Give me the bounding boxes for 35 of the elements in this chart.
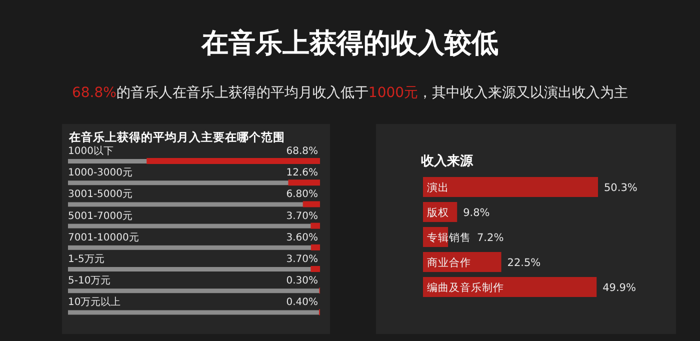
data-label: 12.6% bbox=[286, 168, 318, 179]
data-label: 3.70% bbox=[286, 254, 318, 265]
data-label: 7.2% bbox=[477, 232, 504, 244]
y-tick-label: 10万元以上 bbox=[68, 296, 121, 308]
y-tick-label: 1000以下 bbox=[68, 145, 114, 157]
y-tick-label: 3001-5000元 bbox=[68, 189, 133, 200]
chart-title: 在音乐上获得的平均月入主要在哪个范围 bbox=[68, 130, 285, 144]
y-tick-label: 版权 bbox=[427, 207, 449, 219]
data-label: 3.60% bbox=[286, 232, 318, 244]
y-tick-label: 5001-7000元 bbox=[68, 210, 133, 222]
bar bbox=[288, 180, 320, 186]
bar bbox=[302, 201, 320, 208]
data-label: 50.3% bbox=[604, 182, 638, 194]
data-label: 9.8% bbox=[463, 207, 490, 219]
y-tick-label: 7001-10000元 bbox=[68, 232, 139, 244]
bar bbox=[310, 222, 320, 229]
data-label: 49.9% bbox=[602, 282, 636, 294]
text: 在音乐上获得的收入较低 bbox=[200, 28, 498, 59]
data-label: 68.8% bbox=[286, 146, 318, 157]
chart-title: 收入来源 bbox=[421, 153, 474, 169]
data-label: 0.30% bbox=[286, 276, 318, 287]
y-tick-label: 商业合作 bbox=[427, 256, 471, 269]
bar bbox=[423, 177, 598, 197]
y-tick-label: 演出 bbox=[427, 181, 449, 194]
y-tick-label: 1000-3000元 bbox=[68, 168, 133, 179]
y-tick-label: 编曲及音乐制作 bbox=[427, 281, 504, 294]
data-label: 6.80% bbox=[286, 189, 318, 200]
bar bbox=[310, 244, 320, 250]
data-label: 22.5% bbox=[507, 257, 541, 269]
y-tick-label: 1-5万元 bbox=[68, 254, 104, 265]
data-label: 3.70% bbox=[286, 210, 318, 222]
data-label: 0.40% bbox=[286, 297, 318, 308]
bar bbox=[310, 266, 320, 272]
text: 68.8%的音乐人在音乐上获得的平均月收入低于1000元，其中收入来源又以演出收入为主 bbox=[72, 85, 628, 101]
y-tick-label: 5-10万元 bbox=[68, 276, 111, 287]
